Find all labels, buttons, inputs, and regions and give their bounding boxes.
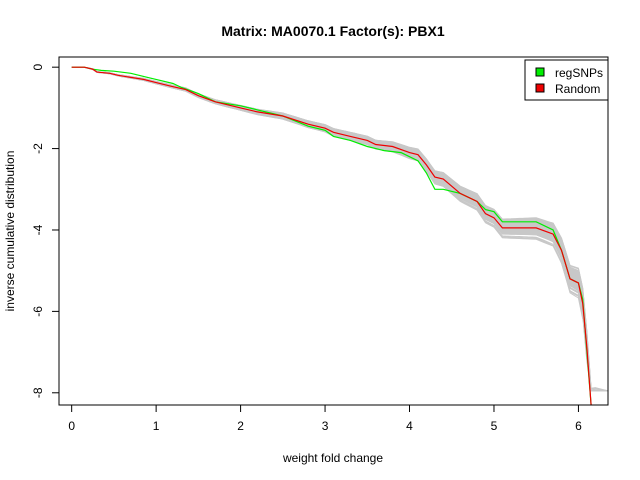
y-tick-label-1: -2 — [31, 143, 45, 154]
y-axis: 0 -2 -4 -6 -8 — [31, 64, 59, 398]
x-tick-label-2: 2 — [237, 419, 244, 433]
random-sample-line-87 — [71, 66, 608, 392]
x-tick-label-3: 3 — [322, 419, 329, 433]
legend-box — [524, 59, 609, 101]
series-lines-group — [71, 66, 592, 406]
legend: regSNPs Random — [524, 59, 609, 101]
x-axis-label: weight fold change — [282, 451, 383, 465]
plot-frame — [58, 56, 609, 406]
legend-swatch-regsnps — [535, 67, 545, 77]
y-tick-label-3: -6 — [31, 306, 45, 317]
x-tick-label-1: 1 — [153, 419, 160, 433]
y-tick-label-2: -4 — [31, 224, 45, 235]
legend-label-regsnps: regSNPs — [555, 66, 603, 80]
x-tick-label-0: 0 — [68, 419, 75, 433]
x-tick-label-6: 6 — [575, 419, 582, 433]
chart-title: Matrix: MA0070.1 Factor(s): PBX1 — [221, 23, 445, 39]
x-axis: 0 1 2 3 4 5 6 — [68, 405, 582, 433]
series-line-random — [71, 66, 592, 406]
y-tick-label-4: -8 — [31, 387, 45, 398]
x-tick-label-5: 5 — [491, 419, 498, 433]
legend-swatch-random — [535, 83, 545, 93]
x-tick-label-4: 4 — [406, 419, 413, 433]
y-axis-label: inverse cumulative distribution — [3, 151, 17, 312]
series-line-regsnps — [71, 66, 592, 406]
y-tick-label-0: 0 — [31, 64, 45, 71]
legend-label-random: Random — [555, 82, 600, 96]
